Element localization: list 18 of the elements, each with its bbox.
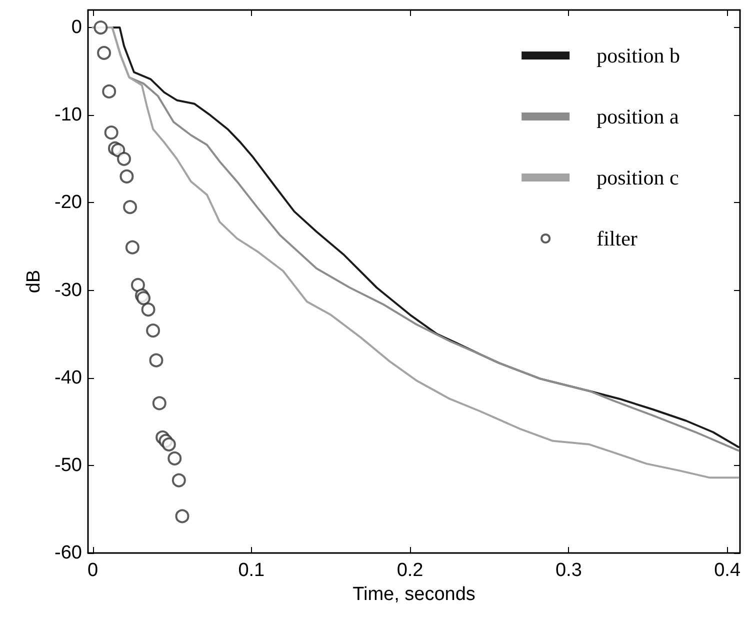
x-tick-label: 0 xyxy=(87,560,98,581)
x-tick-label: 0.3 xyxy=(555,560,582,581)
legend-label: position c xyxy=(596,166,679,190)
x-tick-label: 0.1 xyxy=(238,560,265,581)
x-axis-title: Time, seconds xyxy=(352,584,476,605)
legend-label: filter xyxy=(596,226,638,250)
y-tick-label: -50 xyxy=(54,454,82,476)
y-axis-title: dB xyxy=(24,270,45,294)
y-tick-label: -10 xyxy=(54,104,82,126)
y-tick-label: -20 xyxy=(54,192,82,214)
y-tick-label: -30 xyxy=(54,280,82,301)
y-tick-label: 0 xyxy=(71,17,82,38)
x-tick-label: 0.4 xyxy=(714,560,741,581)
legend-label: position b xyxy=(596,44,680,68)
legend-label: position a xyxy=(596,104,680,128)
y-tick-label: -40 xyxy=(54,367,82,388)
y-tick-label: -60 xyxy=(54,542,82,564)
x-tick-label: 0.2 xyxy=(396,560,424,581)
